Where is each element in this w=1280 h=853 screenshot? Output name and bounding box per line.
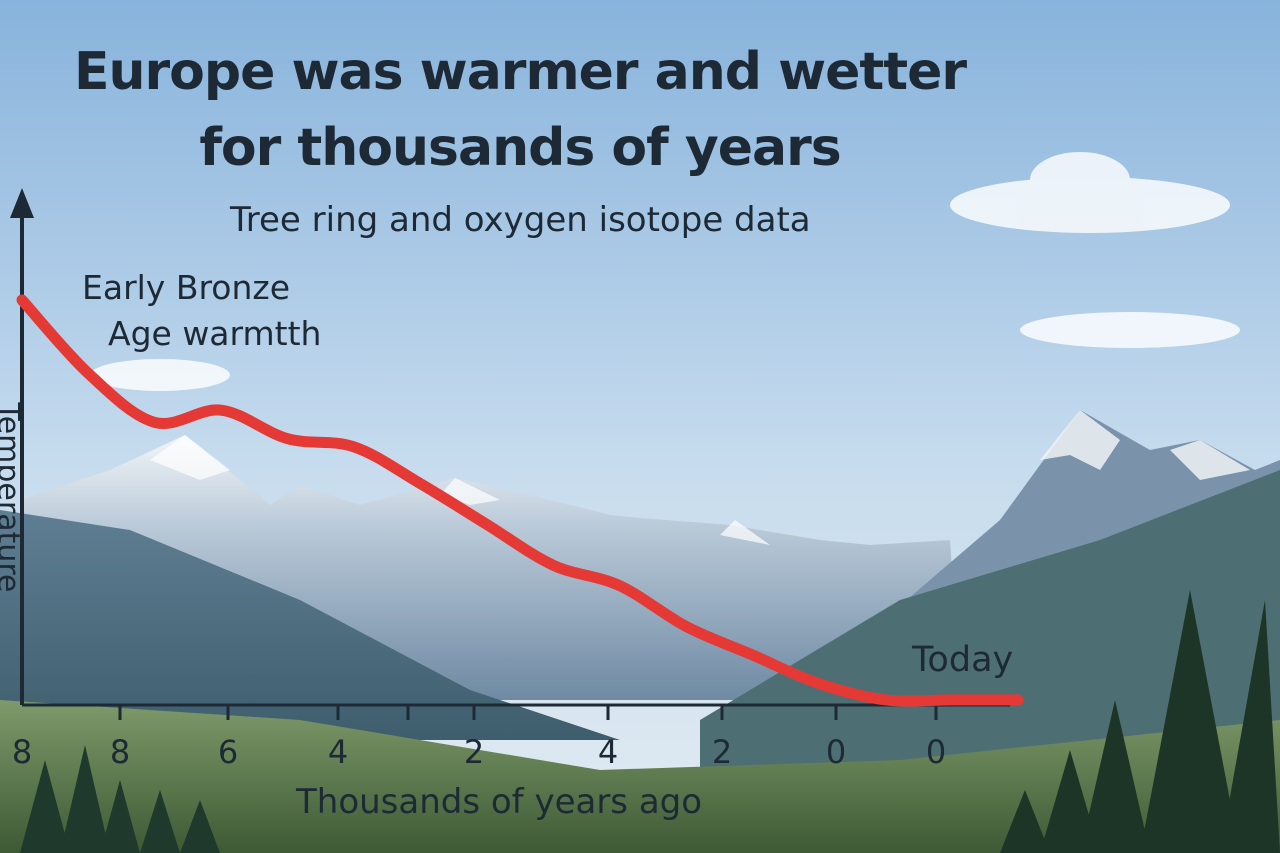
tree-cluster-right xyxy=(1000,590,1280,853)
x-tick-label-3: 4 xyxy=(328,733,348,771)
tree-cluster-left xyxy=(20,745,220,853)
x-tick-label-7: 0 xyxy=(826,733,846,771)
valley-floor xyxy=(0,700,1280,853)
annotation-early-bronze-line-2: Age warmtth xyxy=(108,314,322,353)
x-tick-label-6: 2 xyxy=(712,733,732,771)
chart-title-line-1: Europe was warmer and wetter xyxy=(73,42,967,102)
temperature-curve xyxy=(16,294,1024,707)
chart-title-line-2: for thousands of years xyxy=(199,118,841,178)
x-axis-tick-labels: 8 8 6 4 2 4 2 0 0 xyxy=(12,733,946,771)
clouds xyxy=(90,152,1240,391)
x-axis-ticks xyxy=(118,705,938,720)
mid-ridge-right xyxy=(700,470,1280,780)
x-tick-label-2: 6 xyxy=(218,733,238,771)
mid-ridge-left xyxy=(0,510,620,740)
annotation-today: Today xyxy=(912,640,1014,680)
x-tick-label-4: 2 xyxy=(464,733,484,771)
snow-highlights xyxy=(150,435,770,545)
y-axis-arrow xyxy=(10,188,34,218)
x-tick-label-5: 4 xyxy=(598,733,618,771)
chart-subtitle: Tree ring and oxygen isotope data xyxy=(230,200,811,240)
x-tick-label-8: 0 xyxy=(926,733,946,771)
right-peak-snow xyxy=(1040,410,1250,480)
x-axis-label: Thousands of years ago xyxy=(296,782,703,822)
annotation-early-bronze-line-1: Early Bronze xyxy=(82,268,291,307)
x-tick-label-0: 8 xyxy=(12,733,32,771)
x-tick-label-1: 8 xyxy=(110,733,130,771)
y-axis-label: Temperature xyxy=(0,402,26,593)
